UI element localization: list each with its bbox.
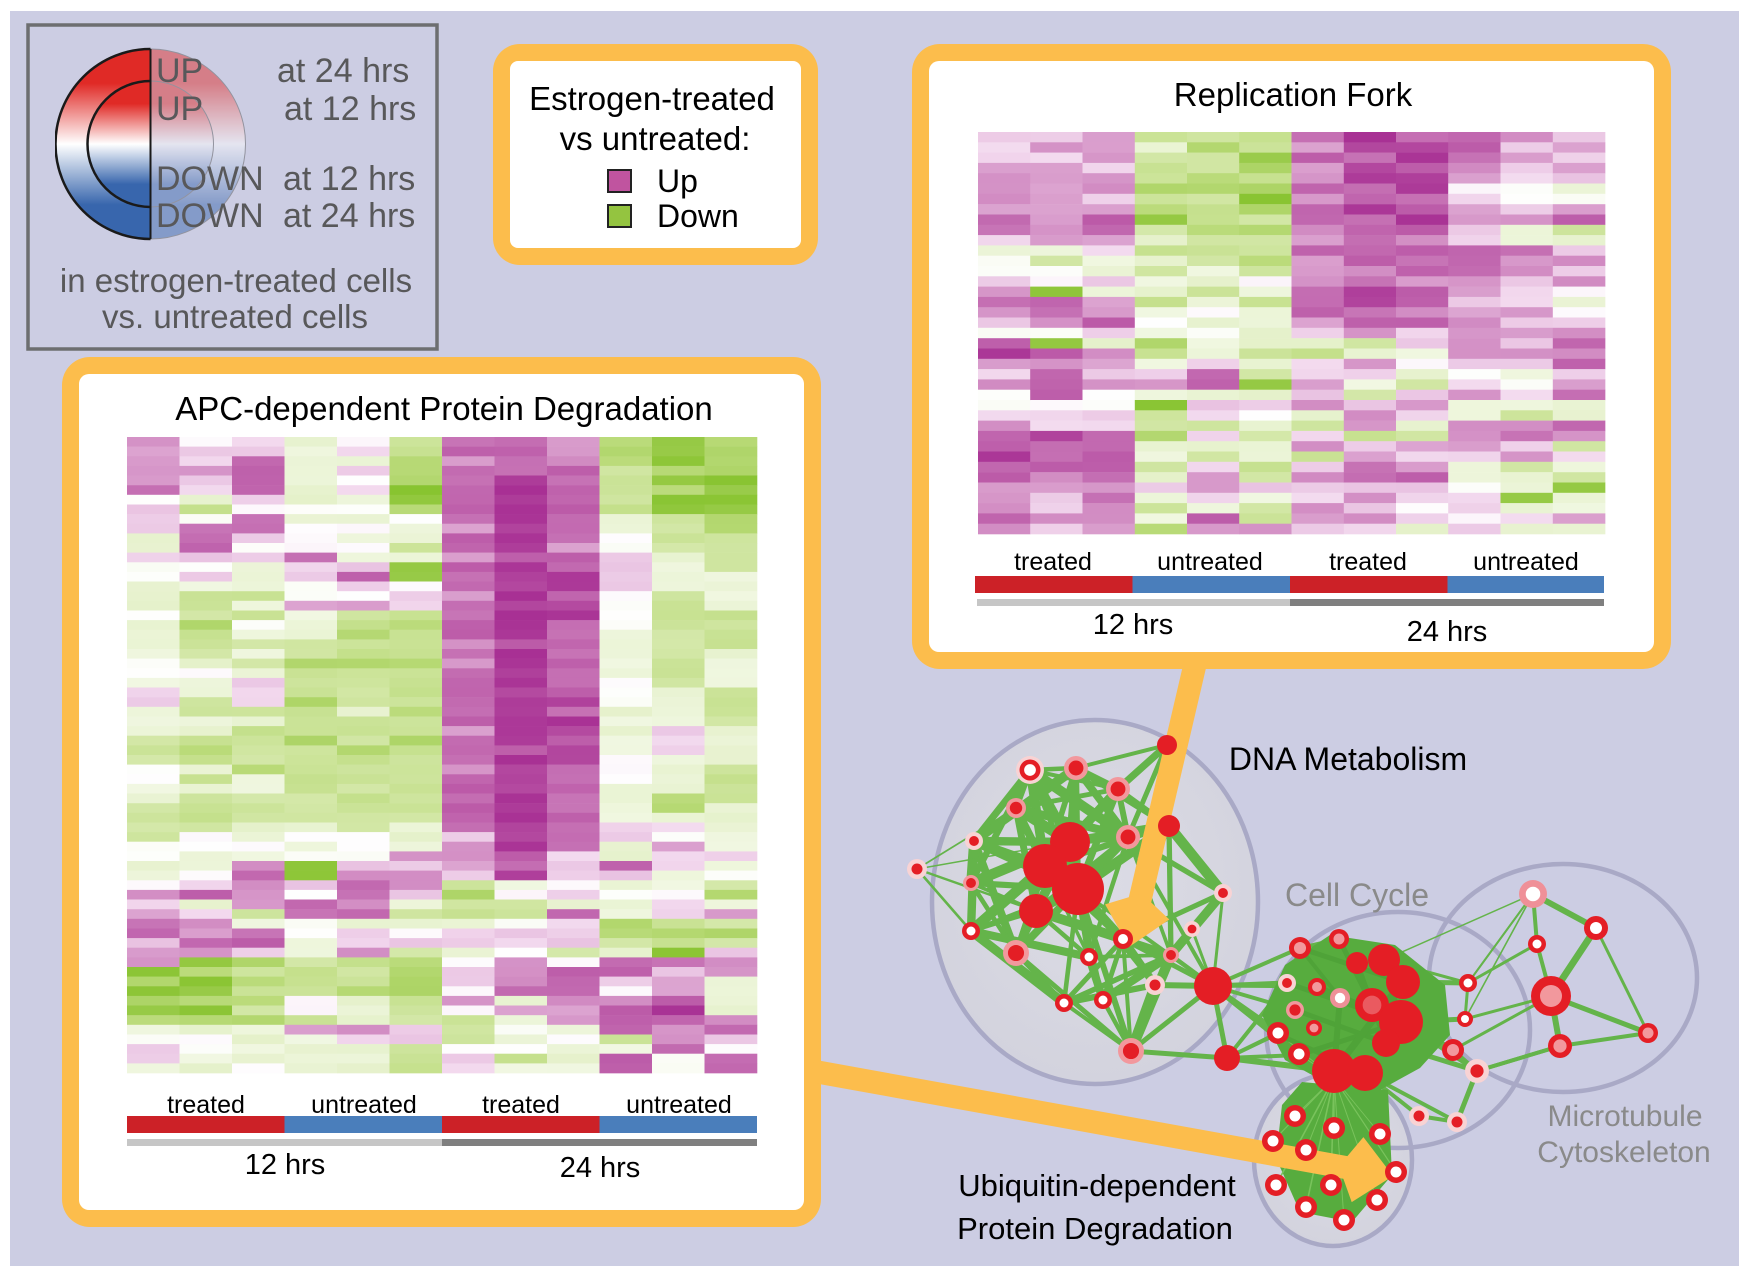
svg-text:Protein Degradation: Protein Degradation [957,1211,1233,1246]
svg-text:untreated: untreated [1157,548,1263,576]
svg-text:12 hrs: 12 hrs [1093,609,1174,641]
svg-text:untreated: untreated [311,1091,417,1119]
svg-text:untreated: untreated [1473,548,1579,576]
svg-text:vs untreated:: vs untreated: [560,120,751,157]
svg-text:DOWN: DOWN [156,160,264,198]
svg-text:Microtubule: Microtubule [1547,1100,1702,1133]
svg-text:Estrogen-treated: Estrogen-treated [529,80,775,117]
svg-text:24 hrs: 24 hrs [560,1152,641,1184]
svg-text:at 24 hrs: at 24 hrs [277,52,409,90]
svg-text:Cell Cycle: Cell Cycle [1285,877,1429,913]
svg-text:at 24 hrs: at 24 hrs [283,197,415,235]
svg-text:treated: treated [482,1091,560,1119]
svg-text:DNA Metabolism: DNA Metabolism [1229,741,1467,777]
svg-text:Replication Fork: Replication Fork [1174,76,1413,113]
svg-text:Cytoskeleton: Cytoskeleton [1537,1136,1710,1169]
svg-text:Up: Up [657,163,698,199]
svg-text:untreated: untreated [626,1091,732,1119]
svg-text:DOWN: DOWN [156,197,264,235]
svg-text:in estrogen-treated cells: in estrogen-treated cells [60,262,412,299]
svg-text:treated: treated [1014,548,1092,576]
svg-text:vs. untreated cells: vs. untreated cells [102,298,368,335]
svg-text:treated: treated [1329,548,1407,576]
svg-text:treated: treated [167,1091,245,1119]
svg-text:12 hrs: 12 hrs [245,1149,326,1181]
svg-text:Ubiquitin-dependent: Ubiquitin-dependent [958,1168,1236,1203]
svg-text:UP: UP [156,52,203,90]
svg-text:at 12 hrs: at 12 hrs [283,160,415,198]
svg-text:APC-dependent Protein Degradat: APC-dependent Protein Degradation [175,390,713,427]
svg-text:at 12 hrs: at 12 hrs [284,90,416,128]
svg-text:UP: UP [156,90,203,128]
svg-text:24 hrs: 24 hrs [1407,616,1488,648]
svg-text:Down: Down [657,198,739,234]
